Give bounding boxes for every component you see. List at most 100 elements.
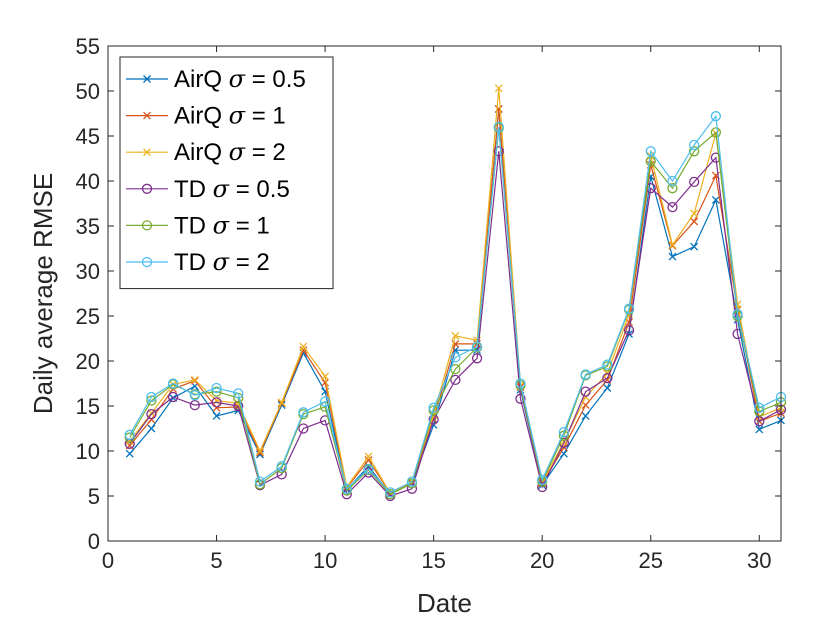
data-point [256, 447, 264, 455]
data-point [167, 391, 179, 403]
legend-label: TD σ = 0.5 [174, 175, 290, 203]
data-point [211, 386, 222, 397]
data-point [233, 400, 244, 412]
y-tick-label: 40 [76, 169, 100, 194]
y-axis-label: Daily average RMSE [28, 173, 58, 414]
legend-sigma-symbol: σ [229, 65, 246, 93]
legend-item: AirQ σ = 0.5 [126, 65, 306, 93]
data-point [428, 402, 439, 413]
y-tick-label: 55 [76, 34, 100, 59]
data-point [211, 382, 222, 394]
data-point [580, 386, 591, 397]
data-point [690, 209, 699, 218]
data-point [733, 300, 742, 309]
y-tick-label: 30 [76, 259, 100, 284]
data-point [190, 375, 199, 384]
data-point [276, 469, 287, 480]
data-point [667, 183, 678, 194]
data-point [451, 331, 460, 340]
y-tick-label: 45 [76, 124, 100, 149]
legend-equals: = [245, 103, 272, 130]
legend-label: AirQ σ = 2 [174, 138, 286, 166]
data-point [298, 407, 309, 418]
data-point [494, 84, 503, 93]
data-point [450, 374, 461, 386]
legend-sigma-value: 0.5 [256, 176, 289, 203]
data-point [428, 405, 439, 416]
legend-series-name: TD [174, 249, 213, 276]
data-point [537, 474, 548, 485]
legend-equals: = [229, 212, 256, 239]
data-point [146, 408, 157, 420]
data-point [321, 378, 330, 387]
data-point [256, 448, 264, 457]
data-point [471, 353, 483, 364]
x-axis-label: Date [417, 588, 472, 618]
x-tick-label: 5 [210, 548, 222, 573]
data-point [363, 463, 374, 475]
data-point [602, 372, 613, 384]
data-point [667, 201, 678, 213]
legend-sigma-symbol: σ [229, 138, 246, 166]
legend-label: AirQ σ = 1 [174, 102, 286, 130]
data-point [189, 390, 200, 401]
data-point [319, 396, 331, 407]
plot-series [124, 84, 787, 502]
legend-item: TD σ = 0.5 [126, 175, 290, 203]
legend-series-name: TD [174, 212, 213, 239]
data-point [169, 393, 178, 402]
data-point [711, 195, 720, 204]
data-point [450, 352, 461, 363]
data-point [689, 139, 700, 151]
y-tick-label: 5 [88, 484, 100, 509]
data-point [645, 156, 656, 167]
data-point [689, 176, 700, 188]
data-point [146, 395, 157, 406]
data-point [690, 242, 699, 251]
x-tick-label: 20 [530, 548, 554, 573]
legend-box [119, 56, 334, 290]
data-point [321, 372, 330, 381]
data-point [254, 476, 266, 487]
y-tick-label: 0 [88, 529, 100, 554]
x-tick-label: 0 [102, 548, 114, 573]
legend-label: TD σ = 2 [174, 248, 270, 276]
data-point [341, 483, 352, 494]
legend-item: TD σ = 1 [126, 211, 270, 239]
legend-marker [141, 256, 153, 268]
y-tick-label: 10 [76, 439, 100, 464]
legend-sigma-symbol: σ [213, 211, 230, 239]
data-point [212, 411, 221, 420]
legend-sigma-symbol: σ [213, 175, 230, 203]
data-point [299, 342, 308, 351]
data-point [147, 409, 156, 418]
data-point [732, 309, 743, 320]
legend-sigma-value: 1 [272, 103, 285, 130]
data-point [493, 146, 504, 157]
data-point [233, 388, 244, 399]
data-point [581, 393, 590, 401]
series-td-sigma-2 [124, 111, 787, 498]
legend-equals: = [245, 66, 272, 93]
legend-sigma-value: 1 [256, 212, 269, 239]
data-point [689, 146, 700, 157]
legend-item: AirQ σ = 1 [126, 102, 286, 130]
legend-marker [143, 111, 151, 120]
data-point [668, 240, 677, 249]
data-point [710, 127, 722, 138]
data-point [146, 391, 157, 403]
plot-frame [107, 45, 782, 542]
data-point [690, 217, 699, 226]
data-point [276, 461, 287, 472]
legend-equals: = [229, 176, 256, 203]
series-line [129, 151, 782, 497]
legend-series-name: TD [174, 176, 213, 203]
legend-item: TD σ = 2 [126, 248, 270, 276]
legend-equals: = [229, 249, 256, 276]
data-point [147, 424, 156, 433]
data-point [212, 403, 221, 412]
data-point [755, 425, 764, 434]
legend-marker [143, 75, 151, 83]
data-point [558, 426, 570, 438]
